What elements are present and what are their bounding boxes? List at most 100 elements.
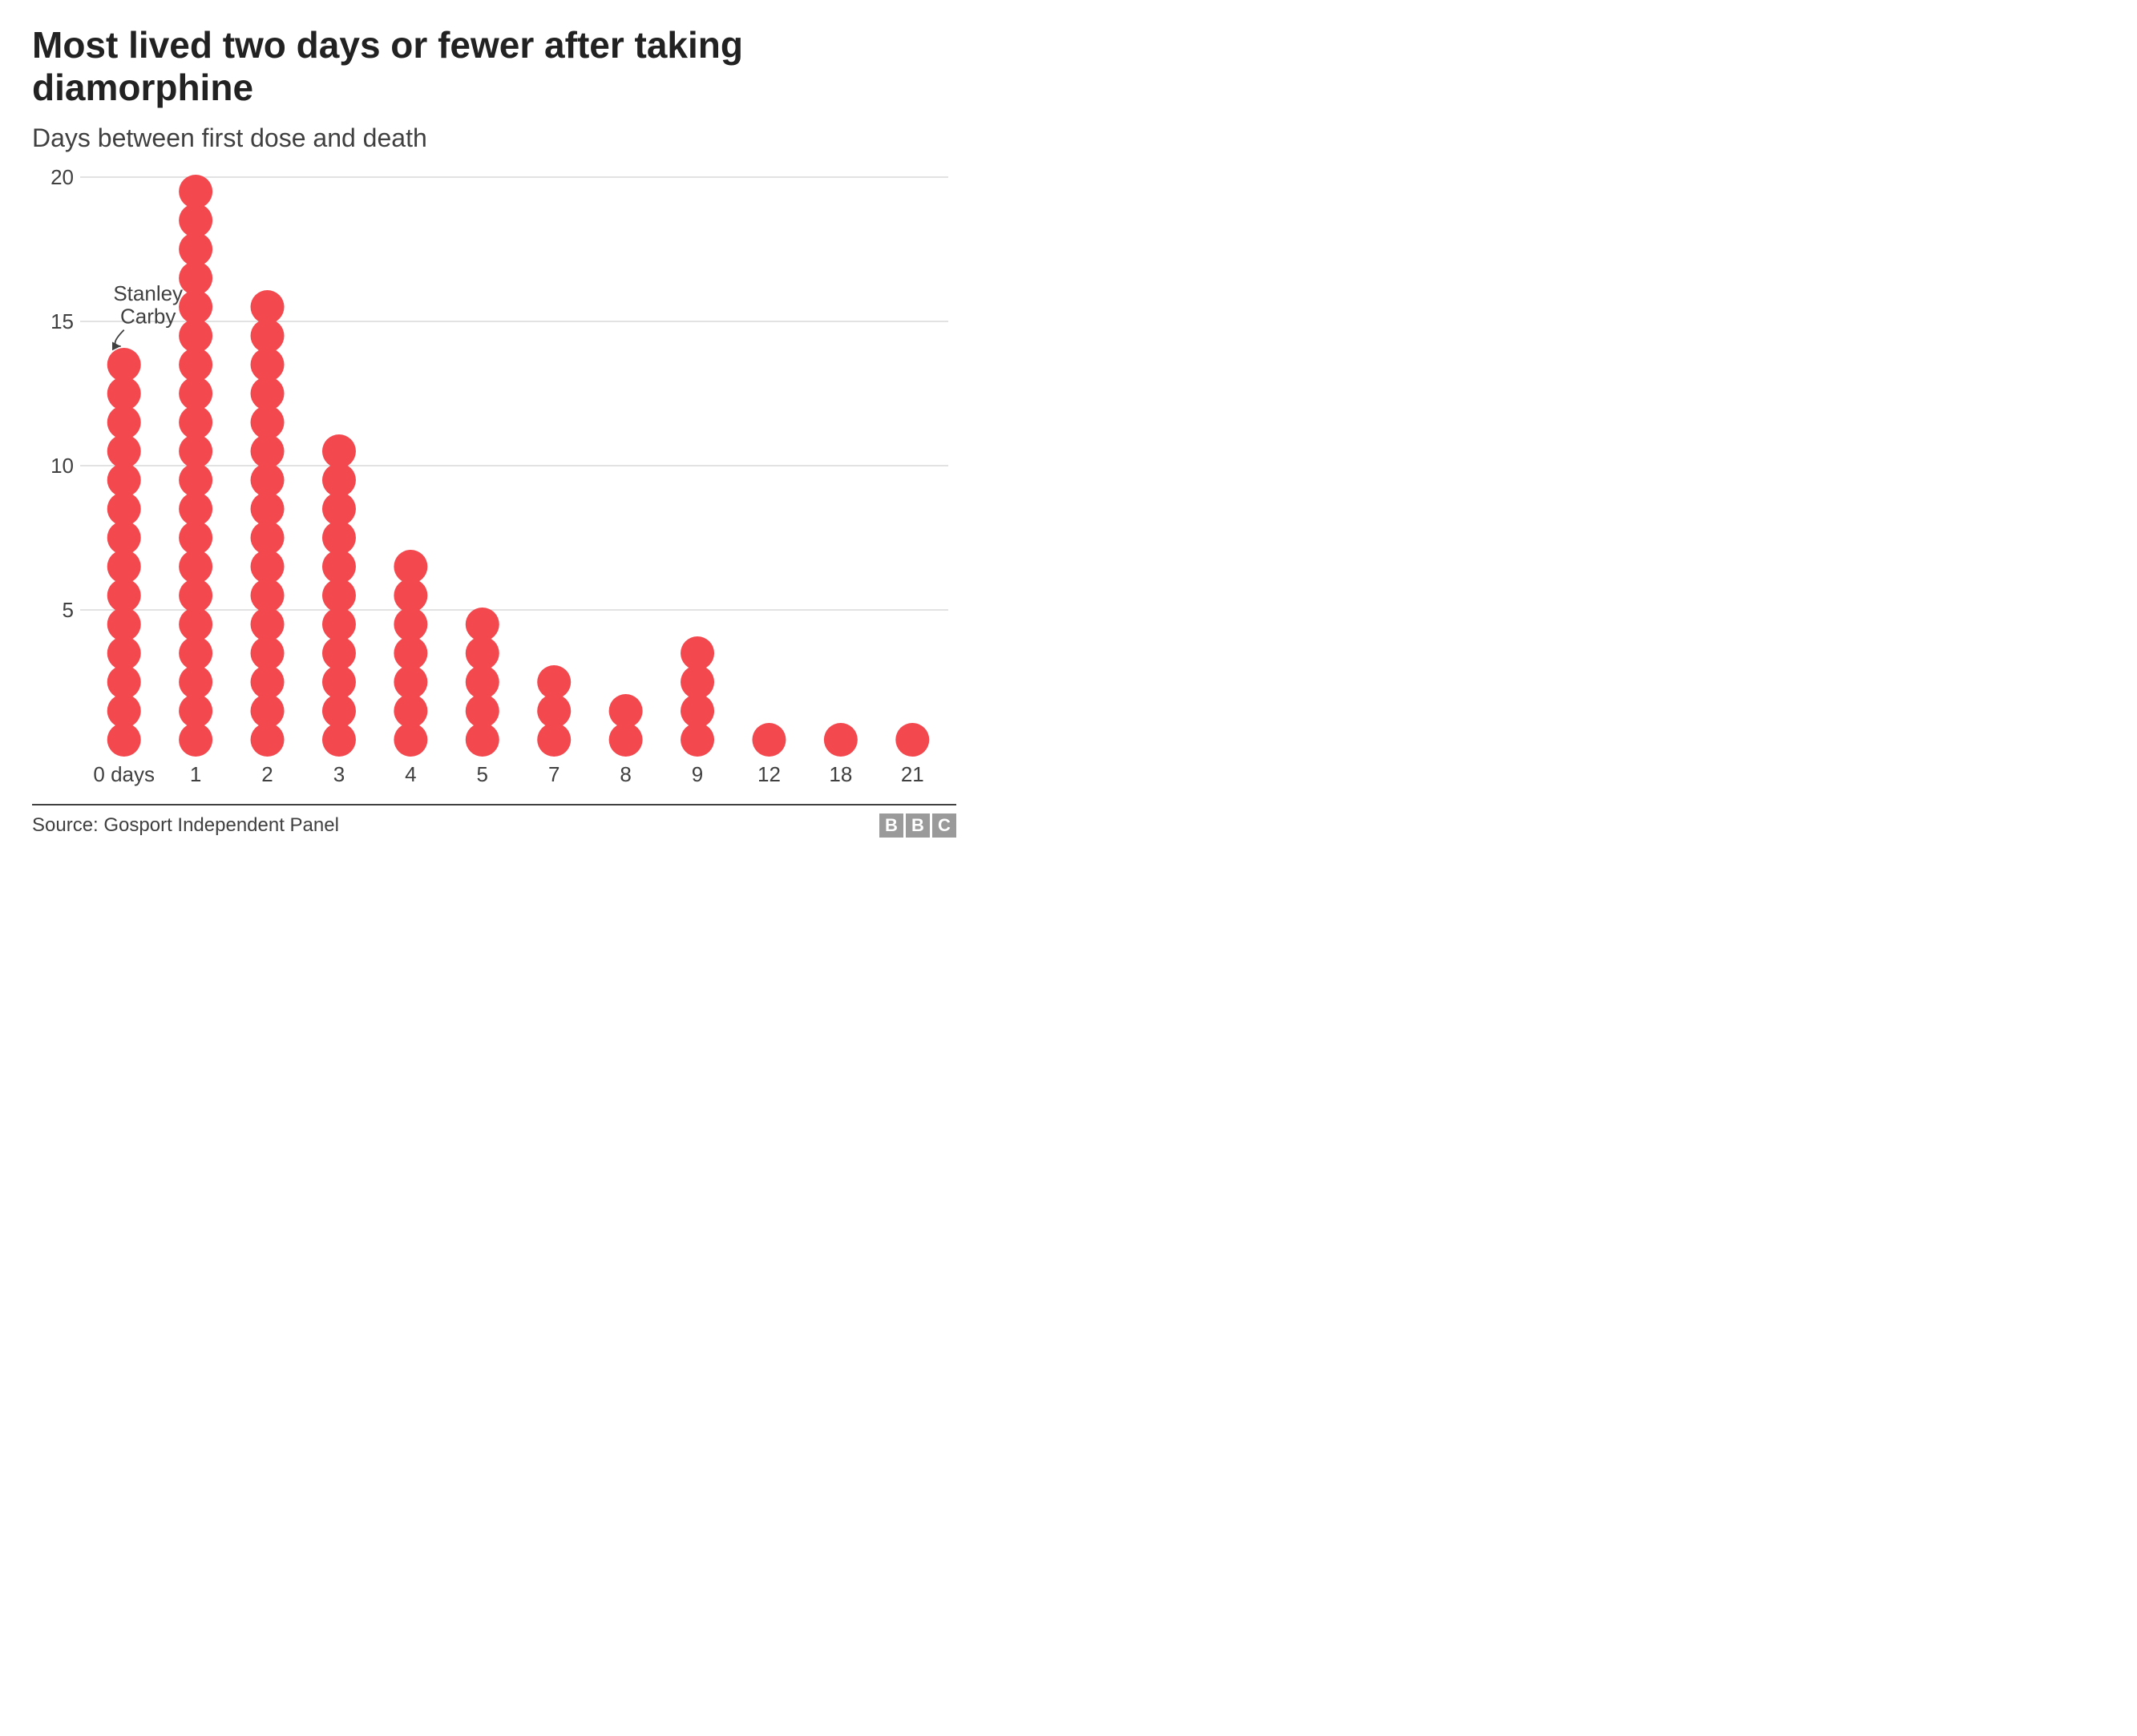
dot [107, 723, 141, 757]
dot [322, 723, 356, 757]
bbc-logo-letter: B [879, 813, 903, 838]
dot [179, 608, 212, 641]
dot [179, 377, 212, 410]
dot [251, 492, 285, 526]
dot [107, 550, 141, 583]
dot [322, 492, 356, 526]
x-axis-label: 21 [901, 762, 924, 786]
dot [322, 665, 356, 699]
dot [251, 348, 285, 382]
dot [107, 463, 141, 497]
dot [394, 694, 427, 728]
svg-text:15: 15 [50, 309, 74, 333]
dot [681, 694, 714, 728]
dot [107, 694, 141, 728]
chart-subtitle: Days between first dose and death [32, 123, 956, 153]
bbc-logo-letter: C [932, 813, 956, 838]
dot [179, 665, 212, 699]
dot [466, 608, 499, 641]
dot [681, 665, 714, 699]
annotation-text: Carby [120, 304, 176, 328]
dot [394, 636, 427, 670]
dot [179, 232, 212, 266]
chart-container: Most lived two days or fewer after takin… [0, 0, 988, 854]
dot [537, 665, 571, 699]
dot [251, 406, 285, 439]
dot [322, 463, 356, 497]
dot [394, 665, 427, 699]
dot [179, 521, 212, 555]
dot [179, 636, 212, 670]
x-axis-label: 12 [757, 762, 781, 786]
dot [322, 636, 356, 670]
annotation-arrow [115, 329, 124, 345]
dot [466, 694, 499, 728]
x-axis-label: 7 [548, 762, 559, 786]
dot [322, 608, 356, 641]
dot [251, 694, 285, 728]
dot [322, 579, 356, 612]
dot [251, 290, 285, 324]
dot [107, 608, 141, 641]
dot [179, 492, 212, 526]
source-text: Source: Gosport Independent Panel [32, 814, 339, 837]
dot [179, 723, 212, 757]
svg-text:10: 10 [50, 454, 74, 478]
dot [179, 434, 212, 468]
dot [466, 723, 499, 757]
dot [107, 377, 141, 410]
x-axis-label: 9 [692, 762, 703, 786]
x-axis-label: 1 [190, 762, 201, 786]
dot [609, 723, 643, 757]
dot [251, 377, 285, 410]
dot [251, 521, 285, 555]
dot [322, 550, 356, 583]
dot [322, 694, 356, 728]
dot [752, 723, 786, 757]
bbc-logo-letter: B [906, 813, 930, 838]
dot [466, 665, 499, 699]
plot-area: 51015200 days12345789121821StanleyCarby [32, 169, 956, 794]
dot [179, 319, 212, 353]
x-axis-label: 2 [261, 762, 273, 786]
dot [179, 550, 212, 583]
dot [609, 694, 643, 728]
x-axis-label: 5 [477, 762, 488, 786]
dot [251, 608, 285, 641]
dot [322, 521, 356, 555]
dot [322, 434, 356, 468]
dot [179, 694, 212, 728]
dot [107, 406, 141, 439]
svg-text:5: 5 [63, 598, 74, 622]
dot [251, 579, 285, 612]
dot [681, 723, 714, 757]
dot [179, 579, 212, 612]
dot [179, 348, 212, 382]
dot [251, 319, 285, 353]
x-axis-label: 0 days [93, 762, 155, 786]
chart-title: Most lived two days or fewer after takin… [32, 24, 956, 109]
dot [107, 636, 141, 670]
dot [107, 579, 141, 612]
x-axis-label: 8 [620, 762, 631, 786]
dot [179, 290, 212, 324]
dot [251, 723, 285, 757]
dot [179, 463, 212, 497]
dot [251, 636, 285, 670]
x-axis-label: 18 [829, 762, 852, 786]
chart-footer: Source: Gosport Independent Panel B B C [32, 804, 956, 838]
dot [107, 521, 141, 555]
dot [179, 406, 212, 439]
x-axis-label: 4 [405, 762, 416, 786]
dot [251, 463, 285, 497]
dot [251, 665, 285, 699]
dot [179, 175, 212, 208]
x-axis-label: 3 [333, 762, 345, 786]
annotation-text: Stanley [113, 281, 183, 305]
dot [681, 636, 714, 670]
dot-chart-svg: 51015200 days12345789121821StanleyCarby [32, 169, 956, 794]
dot [179, 261, 212, 295]
dot [394, 579, 427, 612]
dot [179, 204, 212, 237]
dot [466, 636, 499, 670]
